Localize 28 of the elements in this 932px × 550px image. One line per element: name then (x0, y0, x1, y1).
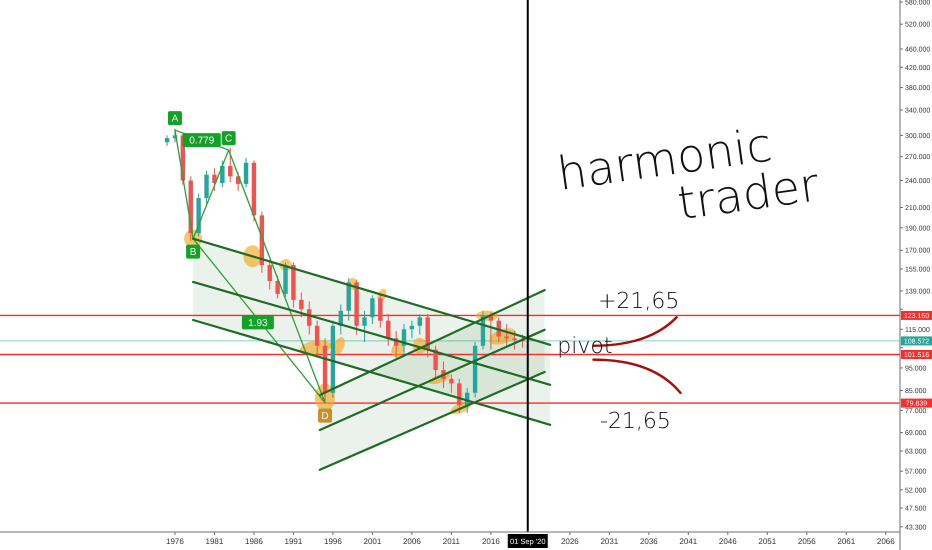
x-tick-label: 1996 (324, 537, 342, 546)
x-tick-label: 2001 (364, 537, 382, 546)
x-tick-label: 2051 (758, 537, 777, 546)
annotation: -21,65 (600, 409, 671, 434)
annotation: A (172, 114, 179, 125)
x-tick-label: 2066 (876, 537, 896, 546)
x-tick-label: 1986 (245, 537, 264, 546)
annotation: +21,65 (598, 289, 680, 314)
annotation: D (321, 411, 329, 422)
x-tick-label: 2026 (560, 537, 580, 546)
annotation: B (190, 247, 197, 258)
x-tick-label: 2006 (402, 537, 422, 546)
annotation: harmonic trader (554, 117, 822, 230)
x-tick-label: 1981 (206, 537, 224, 546)
x-tick-label: 2016 (482, 537, 500, 546)
x-tick-label: 2046 (718, 537, 738, 546)
x-tick-label: 2031 (600, 537, 619, 546)
x-tick-label: 2061 (837, 537, 856, 546)
x-tick-label: 1991 (284, 537, 303, 546)
x-tick-label: 1976 (166, 537, 184, 546)
annotation: C (225, 134, 232, 145)
x-tick-label: 2036 (640, 537, 658, 546)
annotation: 1.93 (248, 318, 268, 329)
x-tick-label: 2041 (679, 537, 698, 546)
annotation: 0.779 (189, 136, 215, 147)
x-tick-label: 2056 (798, 537, 816, 546)
annotation: pivot (557, 334, 612, 359)
x-tick-label: 2011 (442, 537, 461, 546)
